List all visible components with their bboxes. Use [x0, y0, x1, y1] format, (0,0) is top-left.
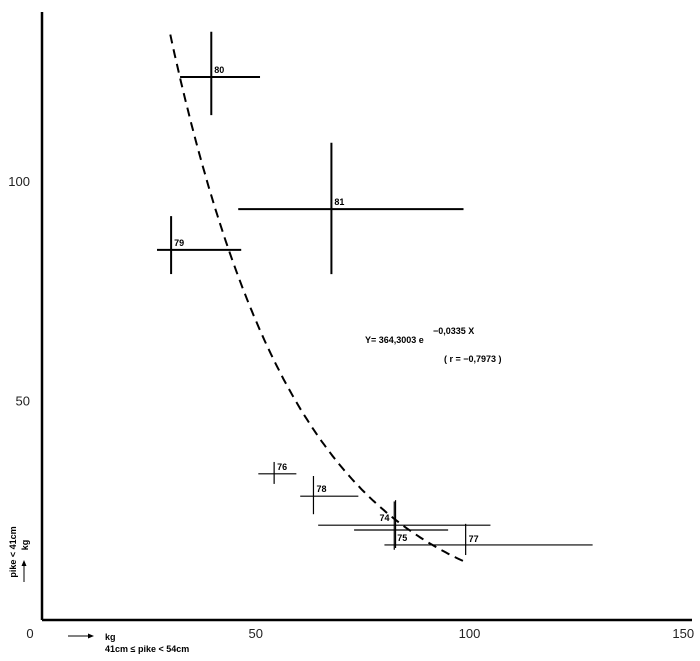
point-label: 79 [174, 238, 184, 248]
data-point-79: 79 [156, 216, 242, 275]
point-label: 74 [380, 513, 390, 523]
data-point-80: 80 [180, 31, 261, 116]
x-axis-unit: kg [105, 632, 116, 642]
point-label: 77 [469, 534, 479, 544]
x-tick-label: 0 [26, 626, 33, 641]
data-point-76: 76 [258, 462, 297, 484]
point-label: 78 [316, 484, 326, 494]
y-axis-unit: kg [20, 540, 30, 551]
y-tick-label: 50 [16, 394, 30, 409]
fit-curve [169, 34, 466, 563]
x-axis-label: 41cm ≤ pike < 54cm [105, 644, 189, 654]
data-point-78: 78 [300, 476, 359, 515]
x-tick-label: 100 [459, 626, 481, 641]
y-arrowhead-icon [21, 560, 27, 566]
correlation: ( r = −0,7973 ) [444, 354, 502, 364]
point-label: 80 [214, 65, 224, 75]
x-tick-label: 50 [249, 626, 263, 641]
data-point-77: 77 [384, 523, 593, 556]
point-label: 81 [334, 197, 344, 207]
data-point-74: 74 [318, 500, 491, 549]
x-tick-label: 150 [672, 626, 694, 641]
y-axis-label: pike < 41cm [8, 526, 18, 577]
point-label: 76 [277, 462, 287, 472]
equation-exponent: −0,0335 X [433, 326, 474, 336]
point-label: 75 [397, 533, 407, 543]
equation: Y= 364,3003 e [365, 335, 424, 345]
y-tick-label: 100 [8, 174, 30, 189]
data-point-81: 81 [238, 142, 464, 275]
x-arrowhead-icon [88, 633, 94, 639]
data-point-75: 75 [354, 501, 449, 550]
